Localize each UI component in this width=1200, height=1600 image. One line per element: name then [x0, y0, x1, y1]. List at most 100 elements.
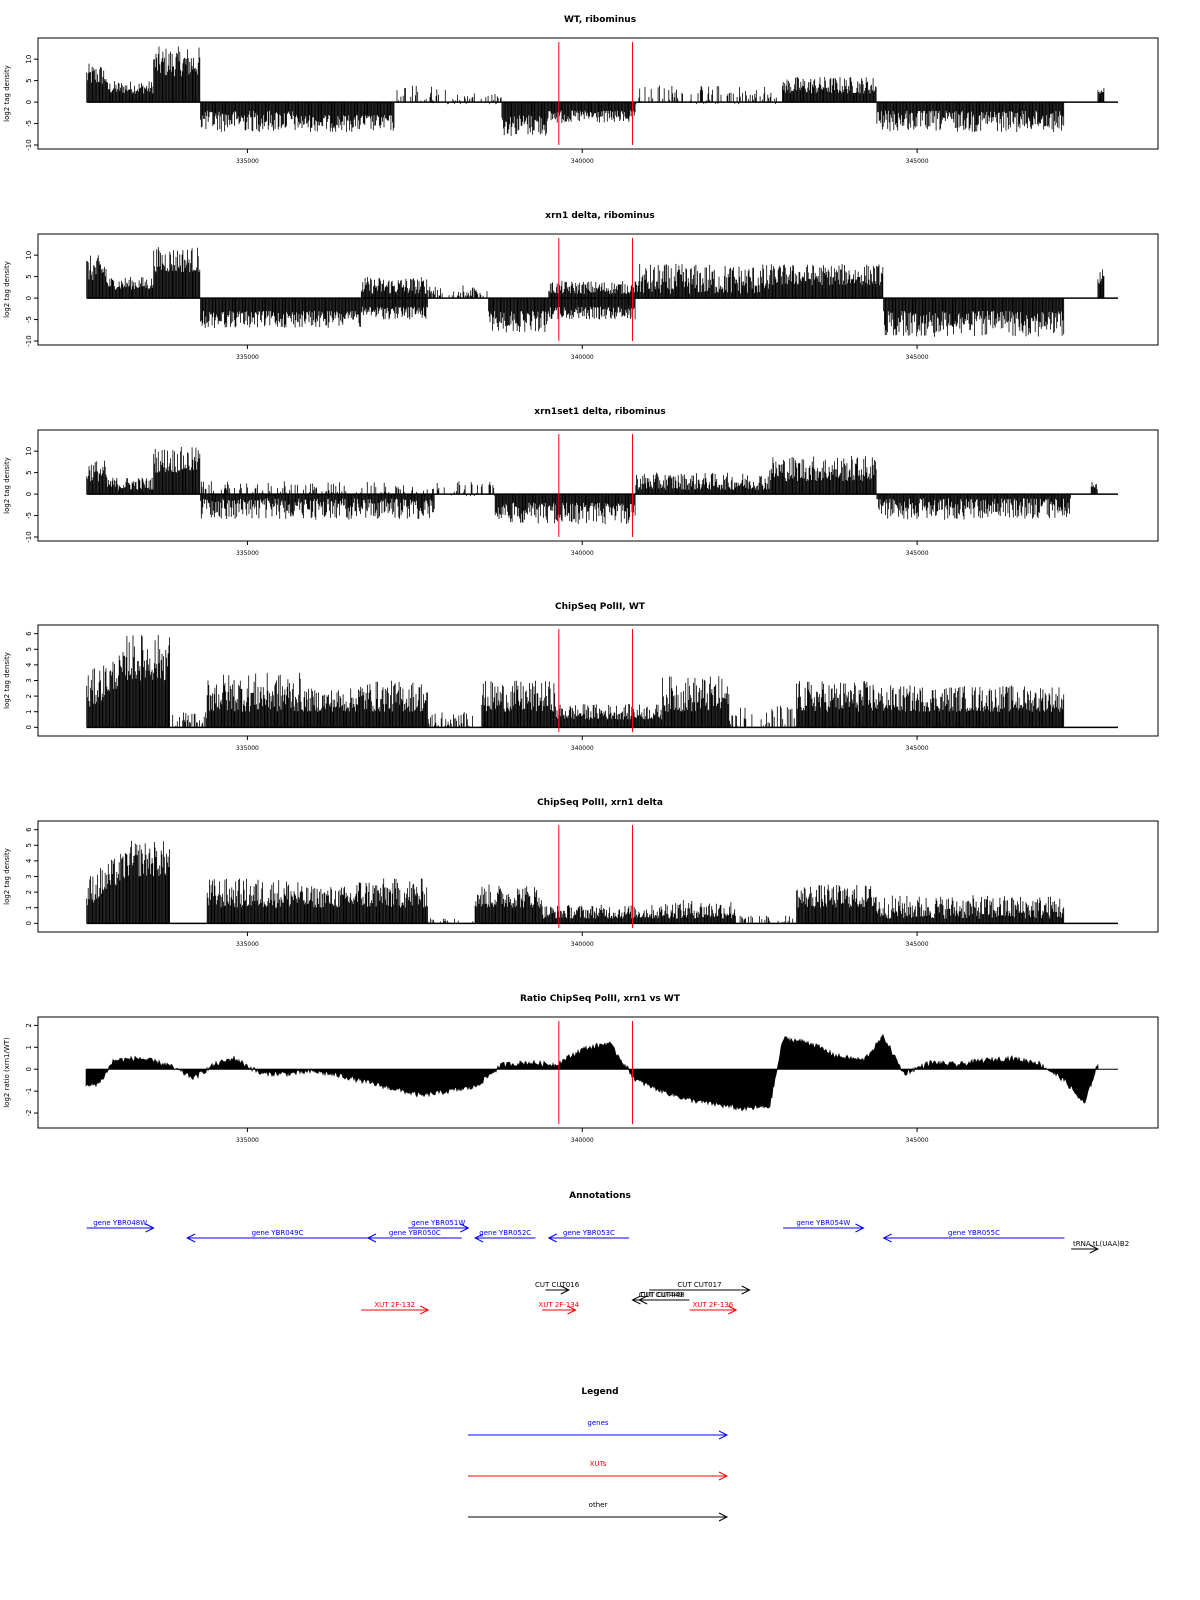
bar-segment: [796, 681, 877, 728]
x-tick-label: 335000: [236, 354, 259, 361]
bar-segment: [769, 264, 884, 299]
bar-segment: [729, 705, 797, 728]
y-tick-label: 5: [25, 274, 33, 278]
x-tick-label: 340000: [571, 158, 594, 165]
data-series: [86, 447, 1118, 525]
bar-segment: [436, 481, 495, 497]
y-tick-label: 3: [25, 678, 33, 682]
bar-segment: [1097, 87, 1105, 103]
bar-segment: [396, 85, 449, 105]
bar-segment: [548, 102, 636, 123]
bar-segment: [555, 704, 663, 728]
bar-segment: [494, 494, 636, 525]
bar-segment: [501, 102, 549, 136]
bar-segment: [86, 63, 107, 103]
y-tick-label: 4: [25, 662, 33, 667]
y-tick-label: 0: [25, 492, 33, 496]
bar-segment: [488, 298, 549, 333]
bar-segment: [360, 298, 428, 320]
bar-segment: [883, 298, 1065, 337]
x-tick-label: 335000: [236, 550, 259, 557]
y-axis-label: log2 tag density: [3, 457, 11, 514]
plot-frame: [37, 233, 1159, 346]
bar-segment: [153, 447, 201, 495]
bar-segment: [782, 77, 877, 103]
x-tick-label: 340000: [571, 745, 594, 752]
chart-title: xrn1 delta, ribominus: [545, 211, 654, 221]
y-tick-label: -5: [25, 512, 33, 519]
bar-segment: [769, 456, 877, 495]
data-series: [86, 635, 1118, 729]
x-tick-label: 345000: [906, 550, 929, 557]
bar-segment: [300, 688, 355, 728]
chart-panel-4: ChipSeq PolII, WT log2 tag density 0 1 2 3 4 5 6…: [3, 602, 1159, 752]
bar-segment: [200, 481, 435, 497]
bar-segment: [360, 277, 428, 299]
y-tick-label: 2: [25, 694, 33, 698]
bar-segment: [1097, 269, 1105, 299]
bar-segment: [427, 712, 474, 728]
bar-segment: [293, 102, 395, 132]
plot-frame: [37, 429, 1159, 542]
x-tick-label: 340000: [571, 354, 594, 361]
bar-segment: [1090, 482, 1098, 495]
bar-segment: [635, 85, 783, 105]
y-axis-label: log2 tag density: [3, 261, 11, 318]
y-tick-label: -10: [25, 139, 33, 150]
y-tick-label: 0: [25, 100, 33, 104]
x-tick-label: 345000: [906, 354, 929, 361]
bar-segment: [206, 672, 301, 728]
y-axis-label: log2 tag density: [3, 65, 11, 122]
bar-segment: [548, 280, 636, 299]
y-tick-label: 0: [25, 725, 33, 729]
y-tick-label: -5: [25, 316, 33, 323]
bar-segment: [153, 247, 201, 299]
y-tick-label: -10: [25, 531, 33, 542]
bar-segment: [447, 93, 502, 105]
y-tick-label: 10: [25, 55, 33, 64]
chart-panel-2: xrn1 delta, ribominus log2 tag density -10…: [3, 211, 1159, 361]
y-tick-label: -10: [25, 335, 33, 346]
x-tick-label: 335000: [236, 745, 259, 752]
bar-segment: [200, 298, 361, 328]
bar-segment: [354, 680, 428, 728]
y-tick-label: 10: [25, 251, 33, 260]
data-series: [86, 247, 1118, 337]
bar-segment: [635, 472, 770, 495]
y-tick-label: -5: [25, 120, 33, 127]
chart-title: WT, ribominus: [564, 15, 636, 25]
plot-frame: [37, 37, 1159, 150]
bar-segment: [172, 712, 207, 728]
chart-title: ChipSeq PolII, WT: [555, 602, 646, 612]
y-tick-label: 1: [25, 709, 33, 713]
x-tick-label: 340000: [571, 550, 594, 557]
data-series: [86, 46, 1118, 136]
y-tick-label: 5: [25, 78, 33, 82]
y-tick-label: 6: [25, 631, 33, 636]
y-tick-label: 0: [25, 296, 33, 300]
bar-segment: [106, 477, 154, 495]
bar-segment: [153, 46, 201, 103]
y-tick-label: 5: [25, 470, 33, 474]
bar-segment: [106, 276, 154, 299]
bar-segment: [106, 81, 154, 103]
bar-segment: [428, 285, 488, 299]
y-tick-label: 10: [25, 447, 33, 456]
x-tick-label: 345000: [906, 158, 929, 165]
bar-segment: [86, 460, 107, 495]
x-tick-label: 335000: [236, 158, 259, 165]
bar-segment: [200, 102, 294, 132]
y-tick-label: 5: [25, 647, 33, 651]
chart-panel-3: xrn1set1 delta, ribominus log2 tag densit…: [3, 407, 1159, 557]
bar-segment: [481, 680, 556, 728]
bar-segment: [126, 635, 171, 728]
bar-segment: [86, 255, 107, 299]
chart-title: xrn1set1 delta, ribominus: [534, 407, 665, 417]
bar-segment: [635, 263, 770, 299]
chart-panel-1: WT, ribominus log2 tag density -10 -5 0 5 10 33…: [3, 15, 1159, 165]
y-axis-label: log2 tag density: [3, 652, 11, 709]
bar-segment: [876, 102, 1065, 133]
bar-segment: [86, 652, 127, 728]
bar-segment: [548, 298, 636, 320]
